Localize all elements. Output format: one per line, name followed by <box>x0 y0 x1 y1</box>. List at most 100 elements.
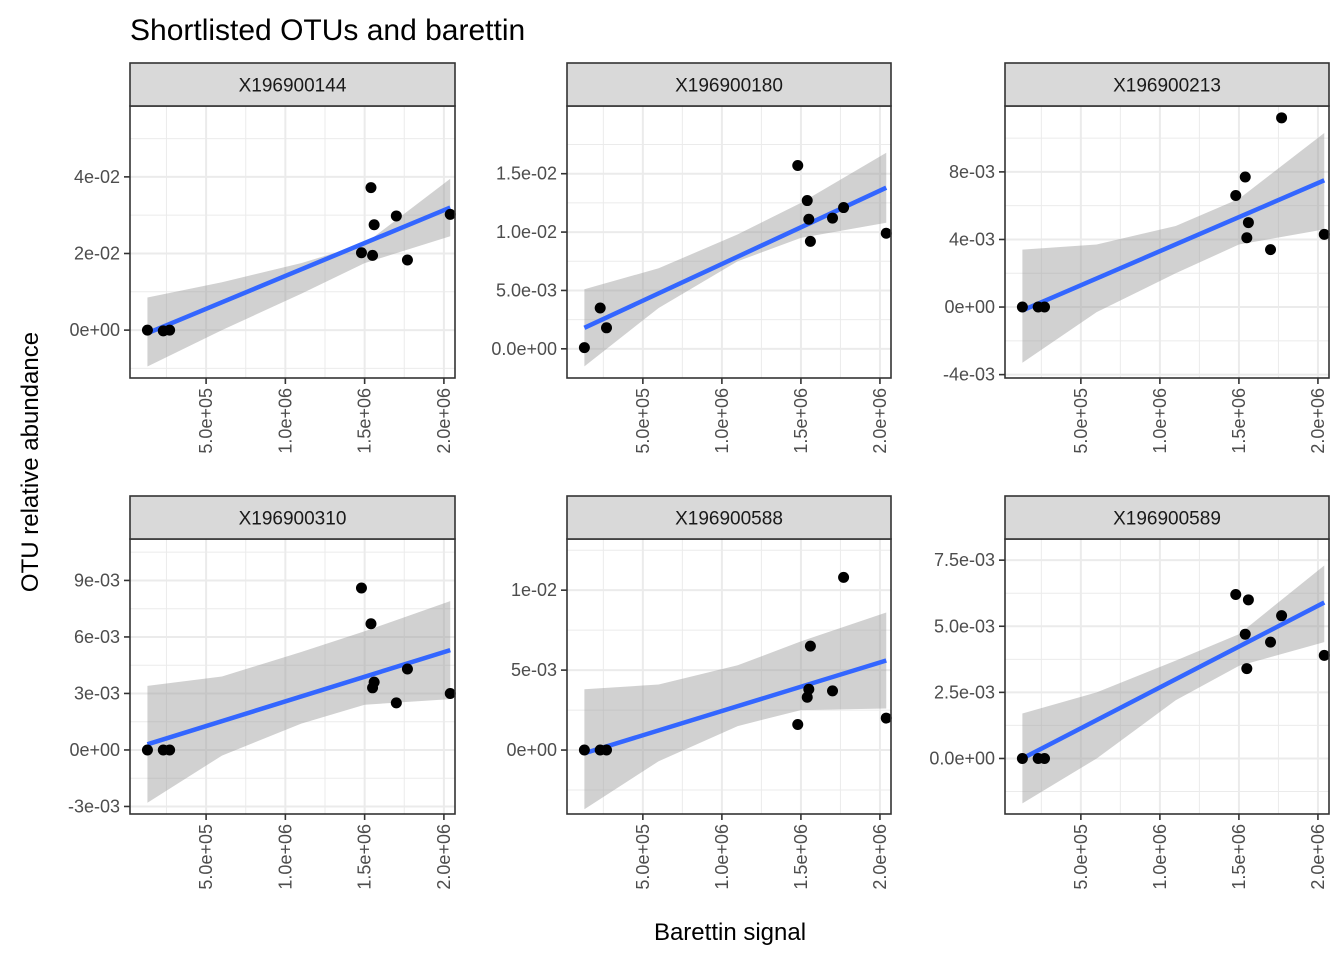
strip-label: X196900588 <box>675 509 783 530</box>
x-tick-label: 1.0e+06 <box>275 824 295 890</box>
x-tick-label: 1.0e+06 <box>1150 824 1170 890</box>
data-point <box>827 685 839 697</box>
y-tick-label: -4e-03 <box>943 365 995 385</box>
panel-background <box>1005 539 1329 814</box>
y-tick-label: 9e-03 <box>74 570 120 590</box>
x-tick-label: 1.0e+06 <box>712 824 732 890</box>
y-tick-label: 3e-03 <box>74 683 120 703</box>
y-tick-label: 1.5e-02 <box>496 164 557 184</box>
y-tick-label: 0e+00 <box>944 297 995 317</box>
x-tick-label: 1.0e+06 <box>1150 388 1170 454</box>
x-tick-label: 1.5e+06 <box>791 824 811 890</box>
data-point <box>390 210 402 222</box>
panel-background <box>1005 106 1329 378</box>
data-point <box>164 324 176 336</box>
data-point <box>401 663 413 675</box>
fit-line <box>583 658 887 756</box>
data-point <box>792 160 804 172</box>
data-point <box>365 618 377 630</box>
strip-background <box>129 62 456 107</box>
data-point <box>1230 589 1242 601</box>
data-point <box>1265 244 1277 256</box>
data-point <box>355 247 367 259</box>
y-tick-label: 8e-03 <box>949 162 995 182</box>
data-point <box>141 744 153 756</box>
data-point <box>368 676 380 688</box>
confidence-band <box>147 601 451 803</box>
strip-label: X196900310 <box>239 509 347 530</box>
y-tick-label: 0e+00 <box>506 740 557 760</box>
data-point <box>368 219 380 231</box>
data-point <box>1242 594 1254 606</box>
panel-X196900589: X196900589 0.0e+00 2.5e-03 5.0e-03 7.5e-03 5.… <box>929 495 1330 890</box>
fit-line <box>1021 600 1326 761</box>
strip-background <box>1004 495 1330 540</box>
fit-line <box>1021 178 1326 313</box>
data-point <box>164 744 176 756</box>
y-tick-label: 0e+00 <box>69 320 120 340</box>
strip-label: X196900144 <box>239 76 347 97</box>
data-point <box>365 182 377 194</box>
y-tick-label: 0.0e+00 <box>929 748 995 768</box>
data-point <box>444 208 456 220</box>
data-point <box>594 302 606 314</box>
data-point <box>355 582 367 594</box>
data-point <box>838 571 850 583</box>
x-tick-label: 2.0e+06 <box>870 824 890 890</box>
data-point <box>1039 752 1051 764</box>
x-tick-label: 1.5e+06 <box>355 824 375 890</box>
fit-line <box>146 647 451 747</box>
strip-background <box>1004 62 1330 107</box>
y-tick-label: 0.0e+00 <box>491 339 557 359</box>
fit-line <box>146 205 452 336</box>
data-point <box>1318 649 1330 661</box>
panel-grid: X196900144 0e+00 2e-02 4e-02 5.0e+05 1.0e+06 1… <box>68 62 1330 890</box>
data-point <box>803 213 815 225</box>
y-tick-label: 2e-02 <box>74 243 120 263</box>
strip-label: X196900180 <box>675 76 783 97</box>
x-tick-label: 2.0e+06 <box>434 824 454 890</box>
data-point <box>401 254 413 266</box>
panel-background <box>130 106 455 378</box>
data-point <box>804 640 816 652</box>
data-point <box>1230 190 1242 202</box>
data-point <box>827 212 839 224</box>
data-point <box>880 712 892 724</box>
y-tick-label: 4e-03 <box>949 229 995 249</box>
strip-background <box>129 495 456 540</box>
y-tick-label: 5.0e-03 <box>934 616 995 636</box>
data-point <box>880 227 892 239</box>
fit-line <box>583 185 888 330</box>
y-tick-label: 5.0e-03 <box>496 280 557 300</box>
x-tick-label: 1.5e+06 <box>1229 824 1249 890</box>
data-point <box>367 249 379 261</box>
strip-background <box>566 62 892 107</box>
x-tick-label: 2.0e+06 <box>870 388 890 454</box>
strip-label: X196900589 <box>1113 509 1221 530</box>
data-point <box>1239 628 1251 640</box>
panel-X196900213: X196900213 -4e-03 0e+00 4e-03 8e-03 5.0e+05 1.… <box>943 62 1330 454</box>
panel-X196900144: X196900144 0e+00 2e-02 4e-02 5.0e+05 1.0e+06 1… <box>69 62 456 454</box>
y-tick-label: 7.5e-03 <box>934 550 995 570</box>
y-tick-label: 1e-02 <box>511 580 557 600</box>
data-point <box>601 322 613 334</box>
strip-background <box>566 495 892 540</box>
data-point <box>1239 171 1251 183</box>
data-point <box>444 687 456 699</box>
panel-X196900180: X196900180 0.0e+00 5.0e-03 1.0e-02 1.5e-02 5.… <box>491 62 892 454</box>
data-point <box>792 718 804 730</box>
x-tick-label: 1.0e+06 <box>712 388 732 454</box>
data-point <box>578 342 590 354</box>
data-point <box>803 683 815 695</box>
x-tick-label: 1.0e+06 <box>275 388 295 454</box>
data-point <box>1039 301 1051 313</box>
x-tick-label: 1.5e+06 <box>791 388 811 454</box>
x-tick-label: 5.0e+05 <box>196 388 216 454</box>
data-point <box>578 744 590 756</box>
data-point <box>1241 232 1253 244</box>
x-tick-label: 2.0e+06 <box>434 388 454 454</box>
panel-background <box>130 539 455 814</box>
confidence-band <box>1022 133 1325 363</box>
data-point <box>838 202 850 214</box>
